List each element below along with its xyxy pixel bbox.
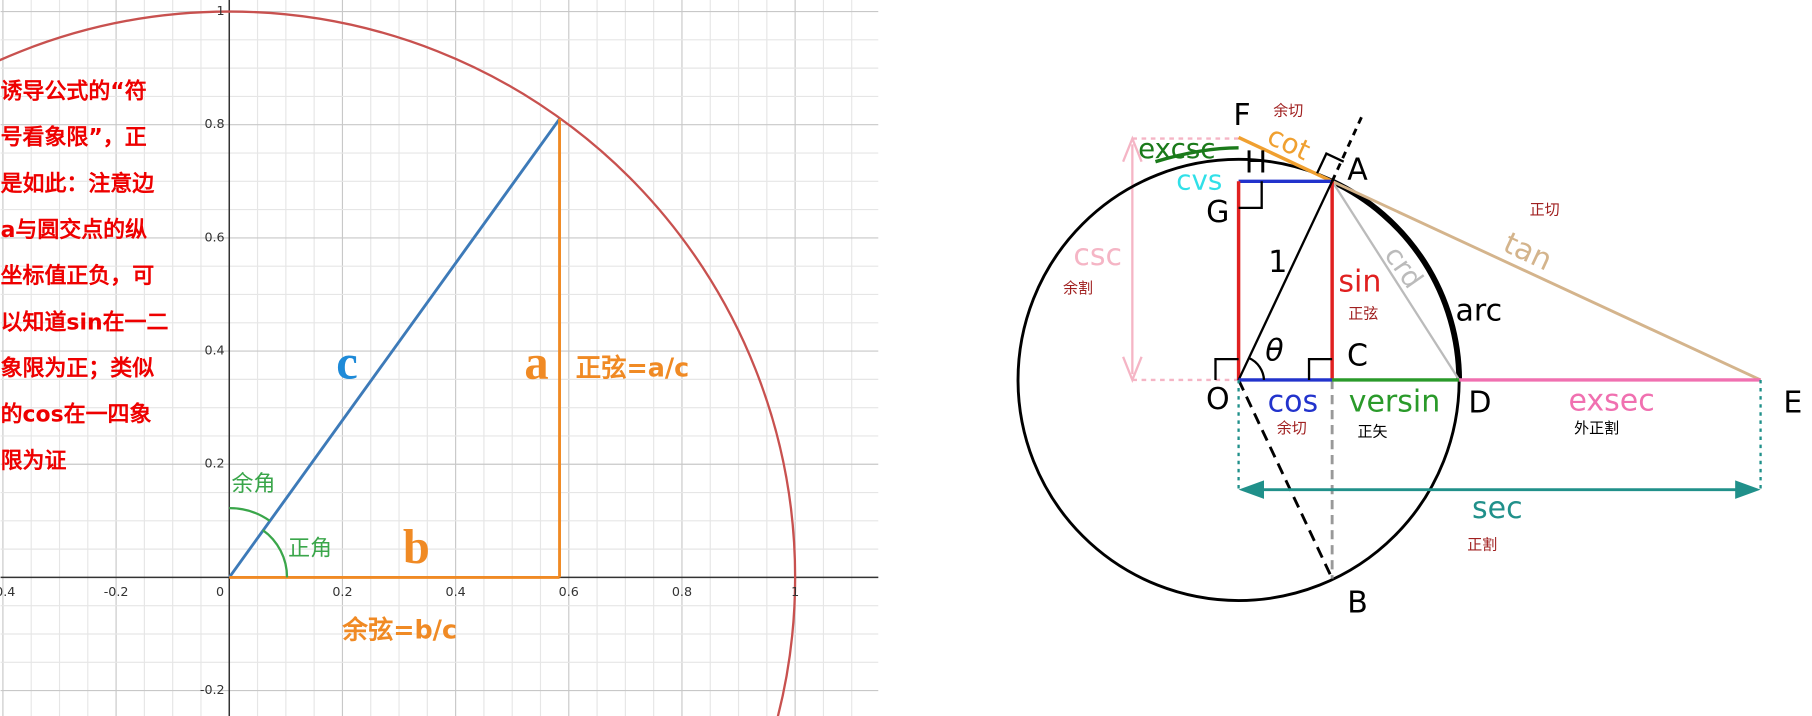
label: cvs [1176,163,1222,196]
x-tick-label: -0.4 [0,584,15,599]
y-tick-label: 0.4 [204,343,224,358]
label: c [336,336,358,389]
note: 余割 [1063,279,1093,297]
label: 正角 [288,537,332,562]
note-line: 是如此：注意边 [1,171,156,197]
label: b [403,521,430,574]
note-line: a与圆交点的纵 [1,217,147,243]
x-tick-label: 0.2 [332,584,352,599]
label: sin [1338,264,1381,299]
x-tick-label: 0 [216,584,224,599]
label: csc [1073,238,1122,273]
label: versin [1349,385,1441,420]
x-tick-label: 0.4 [446,584,466,599]
point-label: D [1468,386,1491,421]
note: 外正割 [1574,419,1619,437]
label: 余角 [232,472,276,497]
point-label: C [1347,338,1368,373]
grid [0,0,879,716]
label: crd [1378,240,1430,295]
note: 正弦 [1348,305,1378,323]
point-label: F [1233,98,1250,133]
label: sec [1472,491,1523,526]
complement-arc [229,506,271,522]
note-line: 坐标值正负，可 [1,263,155,289]
angle-arc [262,529,289,578]
point-label: B [1347,585,1368,620]
y-tick-label: 0.6 [204,229,224,244]
note: 正割 [1467,536,1497,554]
label: cos [1268,385,1319,420]
note-line: 的cos在一四象 [1,402,152,428]
point-label: H [1245,145,1268,180]
arrowhead [1122,135,1143,384]
chord [1331,180,1461,381]
note: 余切 [1277,419,1307,437]
y-tick-label: -0.2 [200,682,225,697]
note: 余切 [1273,101,1303,119]
trig-diagram [1016,112,1762,602]
formula: 余弦=b/c [341,615,457,645]
x-tick-label: 1 [791,584,799,599]
cot-line [1237,135,1333,183]
unit-circle [0,10,797,716]
note-line: 以知道sin在一二 [1,309,169,335]
y-tick-label: 0.2 [204,456,224,471]
x-tick-label: 0.6 [559,584,579,599]
x-tick-label: -0.2 [104,584,129,599]
x-tick-label: 0.8 [672,584,692,599]
note-line: 象限为正；类似 [1,356,155,382]
radius [1237,180,1334,381]
note: 正矢 [1358,422,1388,440]
label: cot [1262,119,1315,167]
formula: 正弦=a/c [576,353,690,383]
y-tick-label: 1 [217,3,225,18]
hypotenuse [228,118,561,579]
note: 正切 [1530,201,1560,219]
label: arc [1456,293,1503,328]
theta-arc [1248,356,1266,381]
label: a [524,336,548,389]
point-label: E [1783,386,1802,421]
label: excsc [1138,132,1215,165]
point-label: G [1206,195,1229,230]
right-angle [1214,152,1345,380]
tan-line [1331,180,1762,382]
y-tick-label: 0.8 [204,116,224,131]
note-line: 限为证 [1,449,67,474]
label: tan [1498,226,1557,279]
excsc-line [1154,146,1239,164]
point-label: O [1206,382,1230,417]
label: θ [1265,334,1283,369]
label: exsec [1568,383,1654,418]
note-line: 诱导公式的“符 [1,78,147,104]
point-label: A [1347,152,1368,187]
arc [1330,178,1463,380]
label: 1 [1268,245,1287,280]
note-line: 号看象限”，正 [1,125,147,151]
